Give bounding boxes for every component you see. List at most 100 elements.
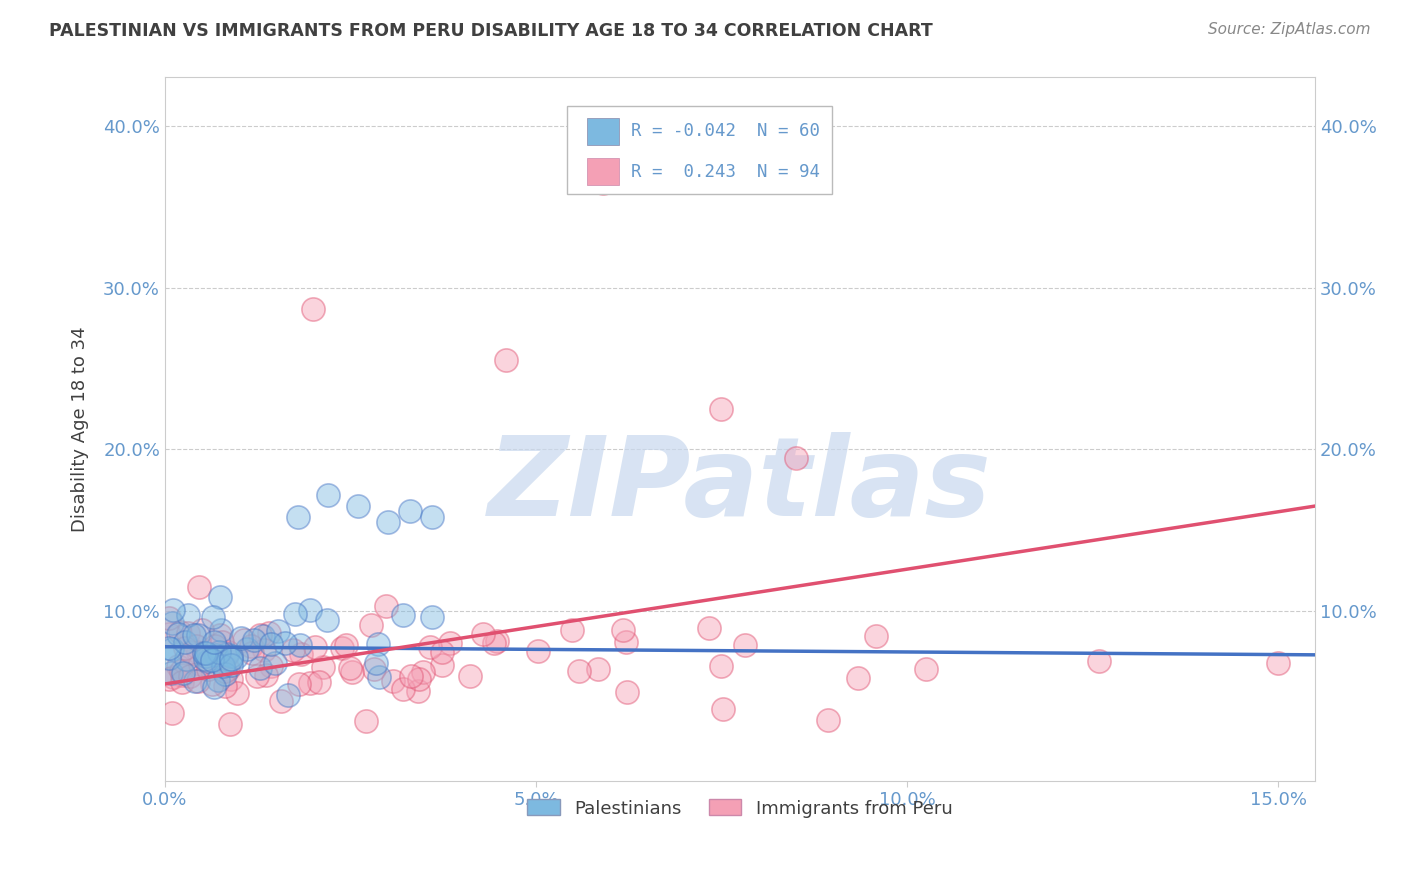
Point	[339, 661, 361, 675]
Point	[398, 504, 420, 518]
Point	[412, 665, 434, 680]
Point	[340, 665, 363, 679]
Point	[157, 651, 180, 665]
Point	[174, 634, 197, 648]
Point	[408, 672, 430, 686]
Y-axis label: Disability Age 18 to 34: Disability Age 18 to 34	[72, 326, 89, 532]
Point	[190, 623, 212, 637]
Point	[260, 637, 283, 651]
Point	[172, 668, 194, 682]
Point	[495, 353, 517, 368]
Point	[697, 621, 720, 635]
Point	[568, 665, 591, 679]
Point	[179, 669, 201, 683]
Point	[208, 628, 231, 642]
Point	[197, 654, 219, 668]
Point	[249, 628, 271, 642]
Point	[188, 657, 211, 672]
Point	[375, 599, 398, 613]
Point	[785, 450, 807, 465]
Point	[186, 674, 208, 689]
Point	[219, 651, 242, 665]
Point	[217, 645, 239, 659]
Point	[157, 640, 180, 655]
Point	[586, 662, 609, 676]
Point	[232, 633, 254, 648]
Point	[180, 645, 202, 659]
Point	[209, 623, 232, 637]
Point	[612, 623, 634, 637]
Point	[174, 641, 197, 656]
Point	[239, 640, 262, 654]
Point	[299, 676, 322, 690]
Point	[214, 665, 236, 679]
Point	[219, 649, 242, 664]
Point	[177, 608, 200, 623]
Point	[281, 642, 304, 657]
Point	[419, 640, 441, 655]
Point	[229, 632, 252, 646]
Point	[616, 685, 638, 699]
Point	[363, 662, 385, 676]
Point	[207, 673, 229, 688]
Point	[226, 686, 249, 700]
Point	[201, 653, 224, 667]
Point	[312, 659, 335, 673]
Point	[219, 658, 242, 673]
Point	[162, 603, 184, 617]
Point	[270, 694, 292, 708]
Point	[277, 688, 299, 702]
Point	[188, 580, 211, 594]
Point	[202, 635, 225, 649]
FancyBboxPatch shape	[568, 105, 832, 194]
Point	[420, 510, 443, 524]
Point	[432, 657, 454, 672]
Text: R =  0.243  N = 94: R = 0.243 N = 94	[631, 163, 820, 181]
Point	[288, 639, 311, 653]
Point	[408, 684, 430, 698]
Point	[360, 617, 382, 632]
Text: R = -0.042  N = 60: R = -0.042 N = 60	[631, 122, 820, 140]
Point	[527, 644, 550, 658]
Point	[308, 675, 330, 690]
Point	[346, 499, 368, 513]
Point	[172, 665, 194, 680]
Point	[592, 176, 614, 190]
Point	[243, 632, 266, 647]
Point	[846, 671, 869, 685]
Point	[246, 669, 269, 683]
Point	[197, 662, 219, 676]
Point	[460, 668, 482, 682]
Point	[472, 626, 495, 640]
Point	[157, 611, 180, 625]
Point	[184, 673, 207, 688]
Point	[249, 661, 271, 675]
Point	[367, 670, 389, 684]
Point	[217, 661, 239, 675]
Point	[187, 645, 209, 659]
Point	[420, 609, 443, 624]
Point	[214, 667, 236, 681]
Bar	[588, 118, 619, 145]
Point	[202, 680, 225, 694]
Point	[316, 488, 339, 502]
Point	[187, 628, 209, 642]
Point	[865, 629, 887, 643]
Point	[439, 636, 461, 650]
Point	[160, 615, 183, 630]
Point	[392, 608, 415, 623]
Point	[160, 642, 183, 657]
Point	[183, 628, 205, 642]
Point	[157, 672, 180, 686]
Point	[169, 664, 191, 678]
Point	[195, 646, 218, 660]
Point	[734, 638, 756, 652]
Point	[335, 638, 357, 652]
Point	[207, 645, 229, 659]
Point	[711, 702, 734, 716]
Point	[184, 639, 207, 653]
Point	[162, 670, 184, 684]
Text: ZIPatlas: ZIPatlas	[488, 432, 991, 539]
Legend: Palestinians, Immigrants from Peru: Palestinians, Immigrants from Peru	[520, 792, 960, 825]
Point	[211, 659, 233, 673]
